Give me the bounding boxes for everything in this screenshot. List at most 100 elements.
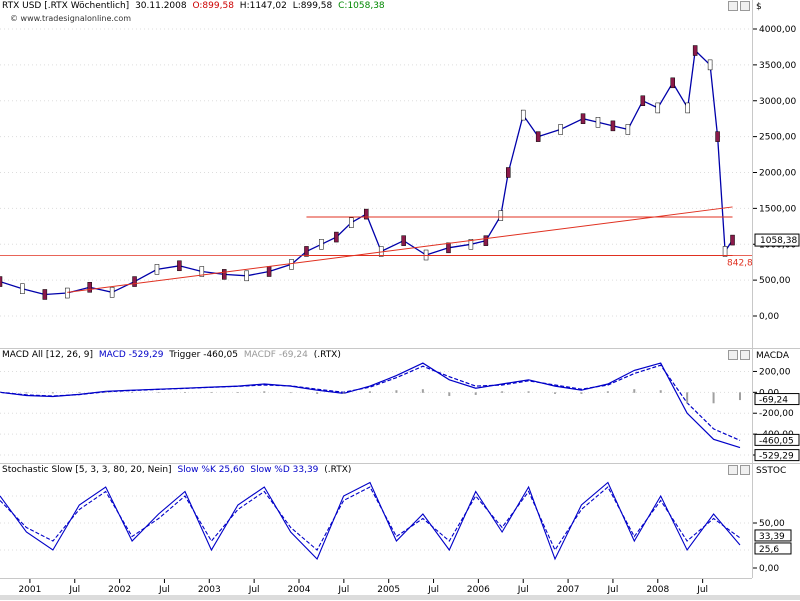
stoch-symbol: (.RTX) [324, 465, 352, 475]
price-candle [558, 124, 563, 135]
macd-hist-bar [104, 391, 107, 393]
macd-hist-bar [474, 392, 477, 395]
macd-hist-bar [210, 392, 213, 393]
stoch-restore-icon[interactable] [728, 465, 738, 475]
time-tick-label: 2006 [467, 585, 490, 595]
price-candle [640, 95, 646, 106]
macd-hist-bar [236, 392, 239, 393]
macd-hist-bar [527, 391, 530, 393]
price-candle [498, 210, 504, 221]
last-value-box [754, 233, 800, 247]
price-candle [244, 270, 249, 282]
price-candle [722, 246, 728, 257]
macd-restore-icon[interactable] [728, 350, 738, 360]
horizontal-scrollbar[interactable] [0, 595, 800, 600]
price-candle [423, 249, 429, 261]
price-candle [692, 45, 698, 56]
stoch-close-icon[interactable] [740, 465, 750, 475]
price-open: O:899,58 [192, 1, 234, 11]
time-tick-label: Jul [517, 585, 529, 595]
macd-value-box [754, 433, 800, 446]
macd-value-label: -69,24 [759, 396, 788, 406]
close-icon[interactable] [740, 1, 750, 11]
price-candle [520, 109, 526, 121]
price-candle [610, 120, 616, 132]
macd-panel[interactable]: MACD All [12, 26, 9] MACD -529,29 Trigge… [0, 349, 752, 464]
stoch-header: Stochastic Slow [5, 3, 3, 80, 20, Nein] … [2, 465, 354, 476]
price-axis: $ 4000,00 3500,00 3000,00 2500,00 2000,00 150… [752, 0, 800, 349]
price-chart: 842,81 [0, 28, 752, 317]
price-close: C:1058,38 [338, 1, 385, 11]
last-value-label: 1058,38 [760, 236, 797, 246]
price-candle [364, 208, 369, 220]
time-tick-label: 2007 [557, 585, 580, 595]
trigger-value: Trigger -460,05 [169, 350, 238, 360]
price-candle [65, 287, 70, 299]
support-value-label: 842,81 [727, 259, 752, 269]
price-candle [132, 276, 137, 287]
price-candle [87, 282, 92, 293]
macd-hist-bar [51, 392, 54, 394]
price-candle [483, 235, 489, 246]
macd-close-icon[interactable] [740, 350, 750, 360]
macd-hist-bar [712, 392, 715, 404]
macd-title: MACD All [12, 26, 9] [2, 350, 93, 360]
price-panel[interactable]: RTX USD [.RTX Wöchentlich] 30.11.2008 O:… [0, 0, 752, 349]
stoch-d-value: Slow %D 33,39 [250, 465, 319, 475]
macd-hist-bar [342, 392, 345, 394]
macd-value-label: -460,05 [759, 436, 794, 446]
macd-hist-bar [157, 392, 160, 393]
price-high: H:1147,02 [239, 1, 287, 11]
macd-axis: MACDA 200,000,00-200,00-400,00-600,00-69… [752, 349, 800, 464]
stoch-value-label: 25,6 [759, 545, 779, 555]
price-candle [707, 59, 713, 71]
price-line [0, 49, 734, 296]
macd-header: MACD All [12, 26, 9] MACD -529,29 Trigge… [2, 350, 344, 361]
price-candle [42, 289, 48, 300]
macd-hist-bar [369, 391, 371, 393]
macd-hist-bar [316, 392, 319, 394]
macd-value-box [754, 393, 800, 406]
price-tick-label: 2000,00 [759, 169, 796, 179]
time-tick-label: 2002 [108, 585, 131, 595]
stoch-value-box [754, 542, 792, 555]
macd-chart [0, 362, 752, 456]
stoch-panel[interactable]: Stochastic Slow [5, 3, 3, 80, 20, Nein] … [0, 464, 752, 578]
price-candle [468, 239, 474, 250]
macd-tick-label: 200,00 [759, 367, 791, 377]
stoch-tick-label: 50,00 [759, 519, 785, 529]
price-candle [304, 246, 309, 257]
macd-value: MACD -529,29 [98, 350, 164, 360]
trigger-line [0, 364, 741, 441]
macd-axis-title: MACDA [756, 351, 789, 361]
macd-hist-bar [0, 392, 1, 393]
stoch-chart [0, 481, 752, 561]
stoch-k-value: Slow %K 25,60 [177, 465, 245, 475]
macd-hist-bar [395, 390, 398, 393]
time-tick-label: 2004 [288, 585, 311, 595]
macd-hist-bar [184, 392, 186, 393]
price-low: L:899,58 [292, 1, 333, 11]
price-candle [595, 117, 601, 128]
price-candle [580, 113, 586, 124]
macd-hist-bar [606, 391, 609, 393]
stoch-value-box [754, 529, 792, 542]
price-candle [221, 269, 227, 280]
stoch-k-line [0, 481, 741, 561]
price-tick-label: 3000,00 [759, 97, 796, 107]
macd-hist-bar [501, 391, 504, 393]
restore-icon[interactable] [728, 1, 738, 11]
price-symbol: RTX USD [.RTX Wöchentlich] [2, 1, 130, 11]
macd-value-box [754, 449, 800, 462]
price-candle [177, 260, 182, 272]
macd-symbol: (.RTX) [313, 350, 341, 360]
price-candle [334, 231, 339, 243]
price-candle [109, 287, 115, 298]
macd-tick-label: -200,00 [759, 409, 794, 419]
macdf-value: MACDF -69,24 [243, 350, 308, 360]
macd-hist-bar [633, 389, 636, 393]
price-candle [446, 242, 451, 254]
price-tick-label: 4000,00 [759, 25, 796, 35]
time-tick-label: 2005 [377, 585, 400, 595]
stoch-d-line [0, 486, 741, 552]
